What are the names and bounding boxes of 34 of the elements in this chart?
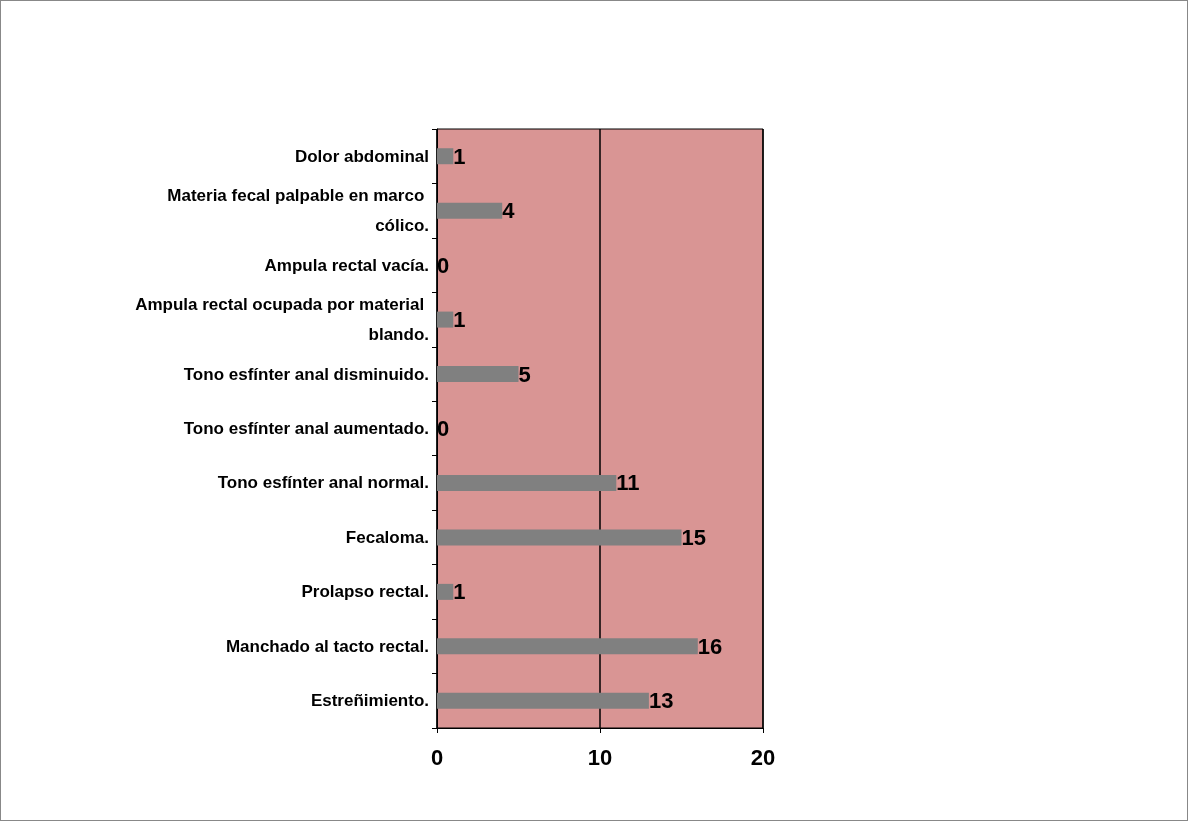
bar (437, 474, 617, 491)
data-label: 0 (437, 416, 450, 441)
bar (437, 202, 503, 219)
data-label: 11 (616, 470, 640, 496)
y-tick-label: Materia fecal palpable en marco cólico. (167, 186, 429, 236)
data-label: 4 (502, 198, 516, 224)
bar (437, 583, 454, 600)
data-label: 15 (681, 524, 706, 550)
data-label: 0 (437, 252, 450, 278)
x-tick-label: 20 (750, 744, 776, 770)
data-label: 1 (453, 579, 466, 605)
y-tick-label: Prolapso rectal. (301, 582, 429, 602)
data-label: 13 (648, 688, 674, 714)
bar (437, 692, 649, 709)
bar (437, 638, 698, 655)
bar (437, 529, 682, 546)
x-tick-label: 10 (587, 744, 613, 770)
x-tick-label: 0 (430, 744, 444, 770)
y-tick-label: Tono esfínter anal normal. (217, 473, 429, 493)
bar (437, 148, 454, 165)
y-tick-label: Estreñimiento. (310, 691, 429, 711)
y-tick-label: Tono esfínter anal aumentado. (183, 419, 429, 438)
y-tick-label: Ampula rectal ocupada por material blando. (135, 295, 429, 345)
data-label: 1 (453, 307, 466, 333)
y-tick-label: Fecaloma. (345, 527, 429, 547)
y-tick-label: Dolor abdominal (294, 146, 429, 166)
data-label: 16 (697, 633, 723, 659)
y-tick-label: Tono esfínter anal disminuido. (183, 364, 429, 384)
bar (437, 366, 519, 383)
data-label: 5 (518, 361, 531, 387)
y-tick-label: Manchado al tacto rectal. (225, 636, 429, 656)
bar (437, 311, 454, 328)
data-label: 1 (453, 143, 466, 169)
y-tick-label: Ampula rectal vacía. (264, 255, 429, 275)
